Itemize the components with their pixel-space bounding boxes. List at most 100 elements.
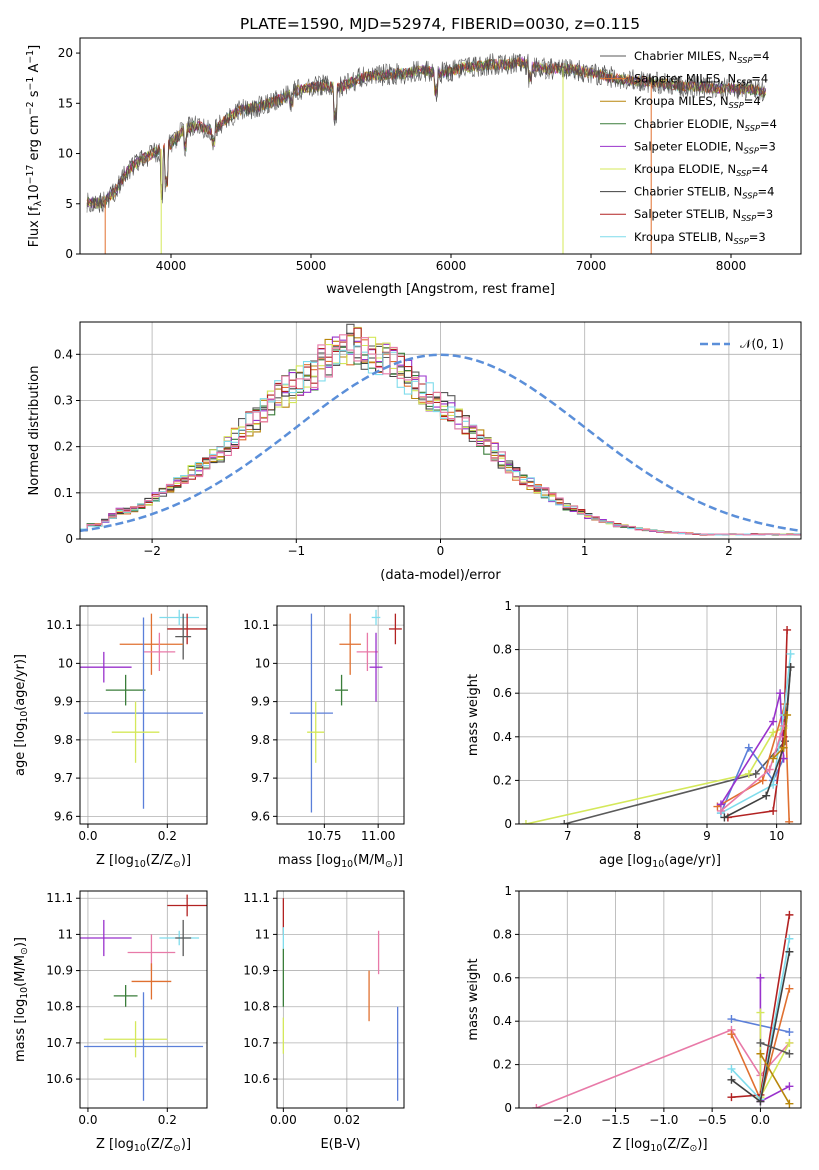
- y-tick-label: 10: [58, 147, 73, 161]
- y-axis-label-part: (age/yr)]: [13, 654, 28, 711]
- y-tick-label: 9.7: [54, 771, 73, 785]
- weight-marker-kroupa_elodie: [521, 820, 530, 824]
- y-tick-label: 11.1: [243, 891, 270, 905]
- x-axis-label: mass [log10(M/M⊙)]: [278, 853, 403, 870]
- y-tick-label: 5: [65, 197, 73, 211]
- weight-marker-pink: [532, 1104, 541, 1108]
- weight-marker-chabrier_miles: [560, 820, 569, 824]
- mass-vs-ebv-panel-frame: [276, 890, 405, 1109]
- x-tick-label: 10: [769, 829, 784, 843]
- x-axis-label-part: ⊙: [173, 1143, 181, 1154]
- weight-marker-kroupa_miles: [769, 754, 778, 763]
- weight-vs-Z-panel: −2.0 −1.5 −1.0 −0.5 0.0 0 0.2 0.4 0.6 0.8 1 Z [log1…: [466, 884, 802, 1154]
- figure-title: PLATE=1590, MJD=52974, FIBERID=0030, z=0…: [240, 15, 640, 33]
- y-tick-label: 11: [255, 927, 270, 941]
- weight-marker-salpeter_stelib: [727, 1093, 736, 1102]
- y-tick-label: 0.2: [493, 773, 512, 787]
- y-tick-label: 0.6: [493, 971, 512, 985]
- mass-vs-Z-panel-frame: [79, 890, 208, 1109]
- weight-marker-salpeter_miles: [785, 984, 794, 993]
- weight-marker-chabrier_miles: [785, 1049, 794, 1058]
- x-axis-label-part: )]: [393, 853, 403, 868]
- y-axis-label-part: mass weight: [466, 958, 481, 1040]
- y-tick-label: 0: [65, 532, 73, 546]
- y-axis-label: mass weight: [466, 674, 481, 756]
- spectrum-panel-frame: [79, 37, 802, 255]
- y-axis-label: age [log10(age/yr)]: [13, 654, 30, 776]
- y-axis-label-part: 10: [19, 987, 30, 999]
- y-tick-label: 9.6: [54, 809, 73, 823]
- x-axis-label-part: Z [log: [96, 1137, 134, 1152]
- legend-label: Salpeter STELIB, NSSP=3: [634, 207, 773, 223]
- x-tick-label: 8000: [716, 259, 747, 273]
- weight-marker-salpeter_stelib: [769, 806, 778, 815]
- y-tick-label: 10.6: [243, 1072, 270, 1086]
- legend-label-part: =4: [744, 94, 761, 108]
- legend-label-part: SSP: [742, 191, 757, 201]
- spectrum-panel-marks: [86, 53, 766, 254]
- age-vs-Z-panel-marks: [80, 609, 207, 809]
- y-axis-label-part: mass weight: [466, 674, 481, 756]
- weight-marker-salpeter_elodie: [776, 689, 785, 698]
- y-axis-label-part: 10: [19, 711, 30, 723]
- weight-marker-salpeter_miles: [785, 817, 794, 824]
- legend-label-part: =4: [752, 49, 769, 63]
- x-axis-label-part: (Z/Z: [662, 1137, 689, 1152]
- weight-marker-chabrier_stelib: [785, 947, 794, 956]
- weight-marker-kroupa_miles: [783, 711, 792, 719]
- x-axis-label-part: Z [log: [96, 853, 134, 868]
- y-tick-label: 0.3: [54, 393, 73, 407]
- x-tick-label: 0.2: [158, 1113, 177, 1127]
- weight-marker-chabrier_stelib: [756, 1097, 765, 1106]
- y-tick-label: 9.7: [251, 771, 270, 785]
- y-tick-label: 0: [504, 1101, 512, 1115]
- weight-line-kroupa_miles: [759, 1053, 791, 1105]
- legend-label: Chabrier STELIB, NSSP=4: [634, 185, 774, 201]
- weight-marker-chabrier_stelib: [727, 1075, 736, 1084]
- legend-label: Salpeter MILES, NSSP=4: [634, 72, 768, 88]
- y-axis-label: mass weight: [466, 958, 481, 1040]
- y-tick-label: 1: [504, 599, 512, 613]
- age-vs-mass-panel-frame: [276, 605, 405, 825]
- legend-label-part: SSP: [745, 123, 760, 133]
- x-tick-label: −1.0: [649, 1113, 678, 1127]
- x-tick-label: 4000: [156, 259, 187, 273]
- x-axis-label-part: )]: [181, 853, 191, 868]
- y-tick-label: 9.8: [54, 733, 73, 747]
- x-axis-label-part: age [log: [599, 853, 652, 868]
- x-tick-label: 9: [703, 829, 711, 843]
- y-tick-label: 9.9: [54, 695, 73, 709]
- x-axis-label-part: (Z/Z: [146, 1137, 173, 1152]
- x-tick-label: 10.75: [307, 829, 341, 843]
- x-axis-label-part: )]: [181, 1137, 191, 1152]
- x-axis-label-part: 10: [652, 859, 664, 870]
- y-tick-label: 10.8: [243, 1000, 270, 1014]
- y-tick-label: 10.8: [46, 1000, 73, 1014]
- x-tick-label: −1.5: [601, 1113, 630, 1127]
- x-axis-label-part: (data-model)/error: [380, 568, 501, 583]
- y-axis-label-part: −2: [25, 101, 36, 115]
- x-tick-label: 0.00: [270, 1113, 297, 1127]
- legend-label-part: SSP: [736, 78, 751, 88]
- y-axis-label-part: −1: [25, 77, 36, 91]
- x-axis-label-part: Z [log: [612, 1137, 650, 1152]
- x-tick-label: 0.0: [751, 1113, 770, 1127]
- y-tick-label: 20: [58, 46, 73, 60]
- weight-marker-chabrier_miles: [756, 1038, 765, 1047]
- y-tick-label: 10: [58, 656, 73, 670]
- x-axis-label-part: ⊙: [690, 1143, 698, 1154]
- x-tick-label: 6000: [436, 259, 467, 273]
- x-tick-label: 5000: [296, 259, 327, 273]
- y-tick-label: 10: [255, 656, 270, 670]
- legend-label-part: SSP: [744, 145, 759, 155]
- x-axis-label-part: 10: [341, 859, 353, 870]
- legend-label-part: Kroupa STELIB, N: [634, 230, 734, 244]
- weight-line-salpeter_miles: [716, 703, 790, 822]
- age-vs-Z-panel-frame: [79, 605, 208, 825]
- y-tick-label: 10.7: [243, 1036, 270, 1050]
- weight-marker-chabrier_miles: [751, 769, 760, 778]
- legend-label-part: =3: [759, 139, 776, 153]
- weight-line-kroupa_stelib: [720, 653, 792, 814]
